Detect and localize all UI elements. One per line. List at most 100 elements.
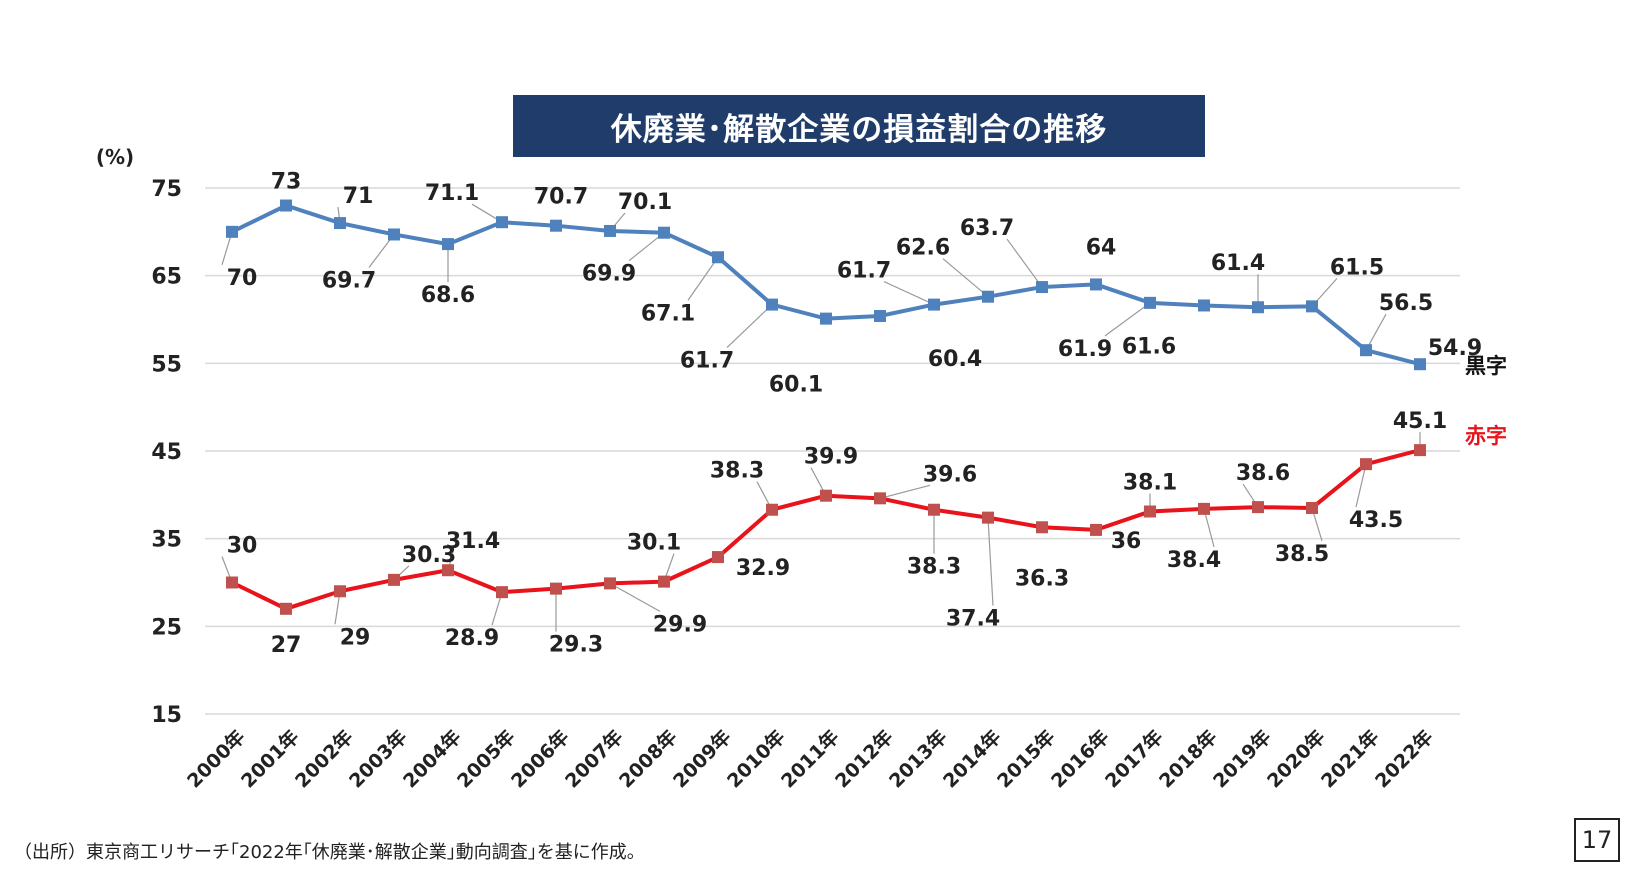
data-point [1252,501,1264,514]
leader-line [687,256,719,301]
data-point [1036,521,1048,534]
data-label: 54.9 [1428,336,1482,361]
data-labels: 70 73 71 69.7 68.6 71.1 70.7 70.1 69.967.1 61.7 60… [227,170,1482,658]
data-point [1198,502,1210,515]
x-tick-label: 2018年 [1154,725,1221,792]
data-point [712,551,724,564]
y-tick-label: 55 [151,352,182,377]
x-tick-label: 2014年 [938,725,1005,792]
y-tick-label: 65 [151,265,182,290]
y-tick-label: 75 [151,177,182,202]
data-label: 60.1 [769,373,823,398]
data-point [334,585,346,598]
y-axis-label: (%) [96,145,134,169]
data-label: 38.6 [1236,461,1290,486]
leader-line [1355,464,1367,508]
leader-line [987,517,994,606]
x-tick-label: 2005年 [452,725,519,792]
data-label: 39.9 [804,445,858,470]
data-point [1414,358,1426,371]
x-tick-label: 2003年 [344,725,411,792]
x-tick-label: 2012年 [830,725,897,792]
label-leader-lines [221,203,1421,632]
y-tick-label: 35 [151,528,182,553]
data-label: 45.1 [1393,409,1447,434]
data-point [712,251,724,264]
data-point [1306,501,1318,514]
data-label: 70 [227,266,258,291]
x-tick-label: 2013年 [884,725,951,792]
x-tick-label: 2000年 [182,725,249,792]
data-label: 61.7 [680,349,734,374]
series-line-profit [231,203,1421,367]
data-point [550,582,562,595]
data-label: 38.1 [1123,470,1177,495]
data-point [226,225,238,238]
data-point [658,575,670,588]
data-label: 69.9 [582,262,636,287]
data-label: 68.6 [421,283,475,308]
data-label: 70.7 [534,185,588,210]
data-label: 39.6 [923,462,977,487]
chart-title: 休廃業･解散企業の損益割合の推移 [513,95,1205,157]
leader-line [942,258,989,298]
y-tick-label: 45 [151,440,182,465]
leader-line [1203,508,1215,548]
data-label: 38.5 [1275,542,1329,567]
data-label: 28.9 [445,626,499,651]
data-point [388,228,400,241]
data-label: 61.4 [1211,251,1265,276]
data-label: 30.3 [402,543,456,568]
data-label: 61.6 [1122,334,1176,359]
x-axis-ticks: 2000年2001年2002年2003年2004年2005年2006年2007年… [182,725,1437,792]
data-point [928,298,940,311]
data-point [280,199,292,212]
data-label: 73 [271,170,302,195]
x-tick-label: 2004年 [398,725,465,792]
x-tick-label: 2008年 [614,725,681,792]
data-point [226,576,238,589]
series-label-profit: 黒字 [1465,354,1507,378]
data-label: 56.5 [1379,291,1433,316]
data-point [1252,301,1264,314]
leader-line [879,484,931,499]
data-label: 36 [1111,529,1142,554]
data-label: 37.4 [946,607,1000,632]
data-point [334,217,346,230]
page-number: 17 [1574,818,1620,862]
y-tick-label: 15 [151,703,182,728]
x-tick-label: 2007年 [560,725,627,792]
series-label-loss: 赤字 [1465,424,1507,448]
data-point [550,219,562,232]
data-point [1090,278,1102,291]
data-label: 64 [1086,235,1117,260]
data-point [982,511,994,524]
x-tick-label: 2022年 [1370,725,1437,792]
data-label: 32.9 [736,556,790,581]
data-point [1414,444,1426,457]
data-point [1090,523,1102,536]
data-point [982,290,994,303]
data-point [496,216,508,229]
x-tick-label: 2020年 [1262,725,1329,792]
data-label: 62.6 [896,236,950,261]
data-point [658,226,670,239]
data-point [874,309,886,322]
x-tick-label: 2002年 [290,725,357,792]
leader-line [1006,238,1043,288]
data-point [766,298,778,311]
data-label: 30 [227,534,258,559]
leader-line [1104,302,1151,337]
data-label: 67.1 [641,301,695,326]
data-point [442,564,454,577]
leader-line [609,582,661,612]
data-point [280,602,292,615]
data-point [874,492,886,505]
data-label: 43.5 [1349,508,1403,533]
data-point [1360,458,1372,471]
x-tick-label: 2021年 [1316,725,1383,792]
data-point [604,224,616,237]
data-label: 61.9 [1058,337,1112,362]
data-point [1036,281,1048,294]
